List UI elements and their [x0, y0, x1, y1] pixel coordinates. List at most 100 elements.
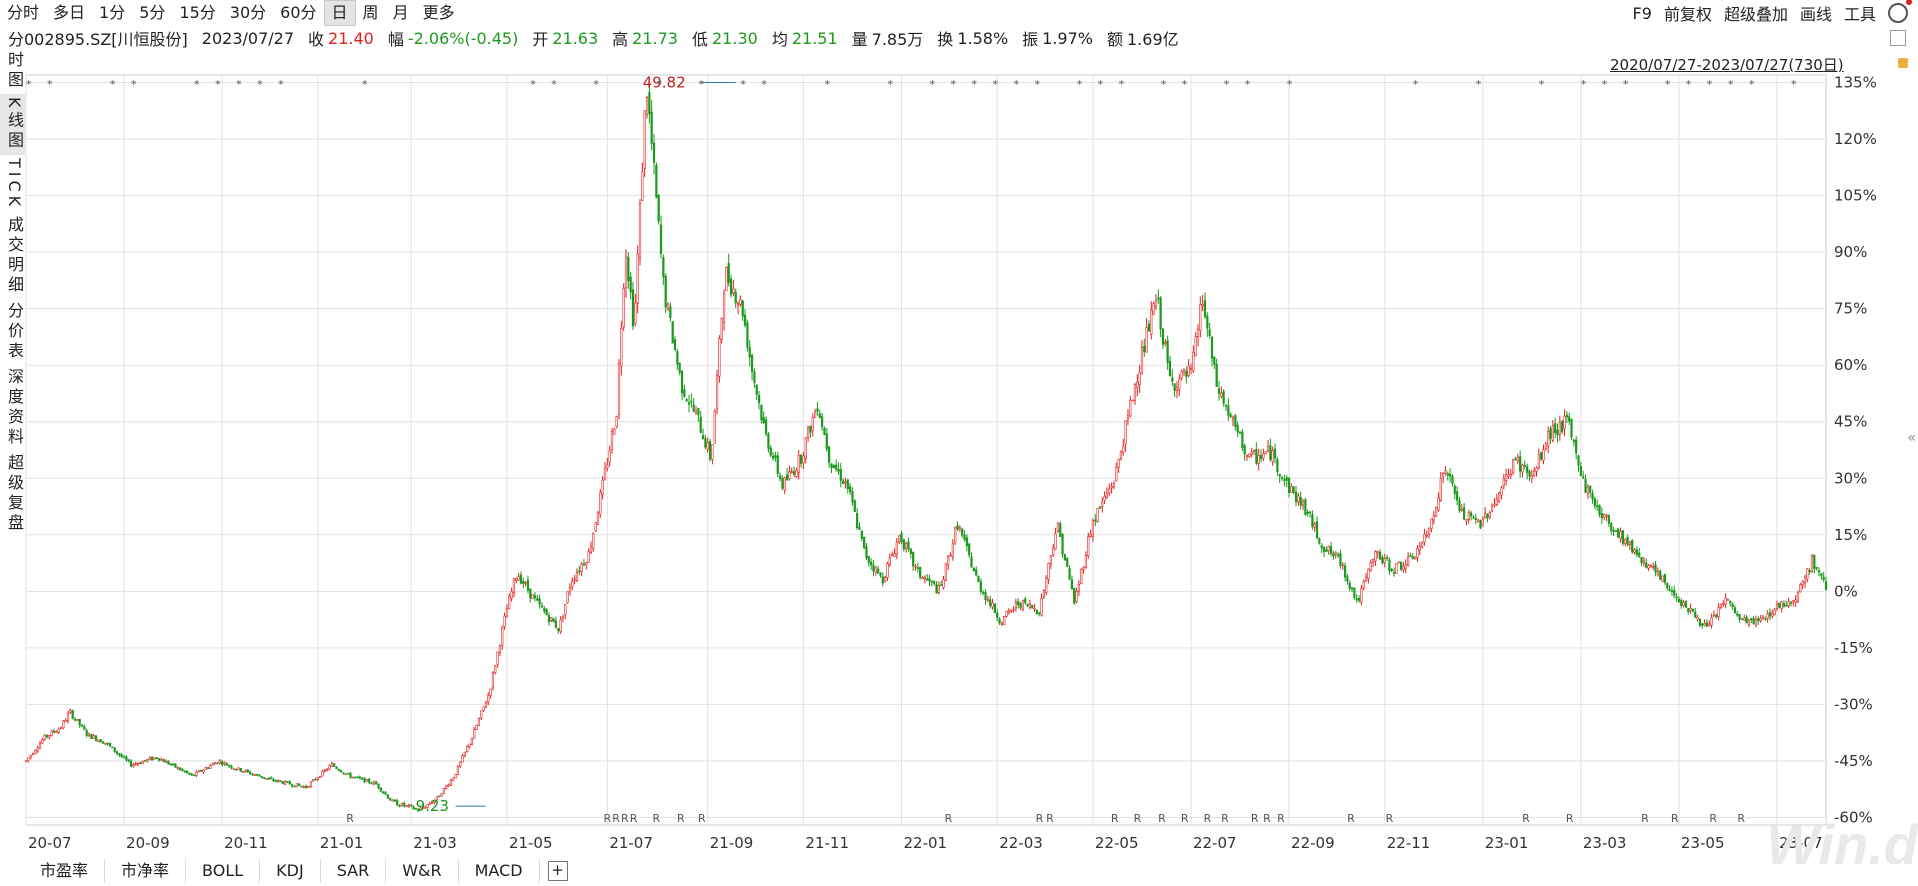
candle-body [270, 777, 273, 780]
rights-marker-icon: R [612, 812, 620, 825]
sidebar-item[interactable]: 成交明细 [5, 215, 24, 296]
candle-body [984, 592, 987, 601]
sidebar-item[interactable]: TICK [5, 157, 24, 210]
candle-body [1726, 599, 1730, 601]
indicator-tab[interactable]: SAR [321, 859, 387, 883]
candle-body [1229, 414, 1232, 418]
candle-body [382, 791, 385, 794]
candle-body [571, 580, 574, 588]
collapse-icon[interactable]: « [1907, 430, 1916, 446]
period-tab[interactable]: 多日 [53, 3, 86, 22]
rights-marker-icon: R [1204, 812, 1212, 825]
high-value: 21.73 [632, 28, 678, 48]
candle-body [802, 455, 805, 464]
candle-body [1082, 566, 1085, 570]
indicator-tab[interactable]: BOLL [186, 859, 261, 883]
event-marker-icon: * [1287, 78, 1293, 91]
candle-body [477, 718, 481, 726]
candle-body [218, 760, 221, 764]
layout-icon[interactable] [1890, 30, 1906, 46]
candle-body [237, 767, 240, 770]
candle-body [515, 577, 518, 582]
period-tab[interactable]: 分时 [7, 3, 40, 22]
period-tab[interactable]: 周 [362, 3, 379, 22]
candle-body [1787, 601, 1790, 606]
candle-body [1628, 542, 1631, 545]
candle-body [1724, 597, 1727, 605]
kline-chart[interactable]: 135% 120% 105% 90% 75% 60% 45% 30% 15% 0% -15% -30%… [0, 0, 1918, 858]
candle-body [592, 532, 595, 550]
event-marker-icon: * [1749, 78, 1755, 91]
candle-body [935, 584, 938, 594]
event-marker-icon: * [131, 78, 137, 91]
period-tab[interactable]: 60分 [280, 3, 317, 22]
tools-button[interactable]: 工具 [1843, 5, 1876, 24]
candle-body [1668, 588, 1671, 591]
draw-button[interactable]: 画线 [1799, 5, 1832, 24]
candle-body [923, 576, 926, 579]
event-marker-icon: * [1014, 78, 1020, 91]
overlay-button[interactable]: 超级叠加 [1723, 5, 1788, 24]
period-tab[interactable]: 30分 [229, 3, 267, 22]
candle-body [452, 777, 455, 781]
candle-body [982, 591, 985, 594]
candle-body [57, 728, 60, 733]
candle-body [912, 551, 915, 567]
candle-body [1404, 564, 1407, 570]
candle-body [1729, 600, 1732, 604]
candle-body [244, 770, 247, 773]
lock-icon[interactable] [1898, 58, 1908, 68]
candle-body [921, 577, 924, 580]
candle-body [1327, 545, 1330, 552]
indicator-tab[interactable]: 市净率 [105, 859, 187, 883]
indicator-tab[interactable]: 市盈率 [24, 859, 106, 883]
rights-marker-icon: R [1522, 812, 1530, 825]
candle-body [207, 767, 210, 770]
candle-body [1322, 547, 1326, 552]
candle-body [1042, 590, 1045, 598]
period-tab[interactable]: 月 [392, 3, 409, 22]
candle-body [559, 619, 562, 632]
candle-body [666, 303, 670, 309]
candle-body [799, 454, 803, 464]
period-tab[interactable]: 1分 [99, 3, 126, 22]
period-tab[interactable]: 15分 [179, 3, 216, 22]
sidebar-item[interactable]: 分时图 [5, 31, 24, 91]
date-range-label[interactable]: 2020/07/27-2023/07/27(730日) [1610, 56, 1844, 74]
candle-body [795, 469, 798, 477]
candle-body [1017, 601, 1020, 606]
indicator-tab[interactable]: KDJ [260, 859, 321, 883]
sidebar-item[interactable]: K线图 [0, 94, 25, 155]
candle-body [725, 267, 728, 292]
candle-body [1266, 445, 1270, 451]
sidebar-item[interactable]: 深度资料 [5, 367, 24, 448]
indicator-tab[interactable]: W&R [386, 859, 459, 883]
period-tab[interactable]: 5分 [139, 3, 166, 22]
add-tab-button[interactable]: + [547, 861, 568, 881]
candle-body [265, 777, 268, 780]
candle-body [877, 568, 880, 574]
f9-button[interactable]: F9 [1632, 3, 1652, 23]
candle-body [391, 799, 394, 802]
gear-icon[interactable] [1888, 0, 1912, 23]
candle-body [66, 712, 70, 722]
candle-body [804, 437, 807, 459]
candle-body [470, 738, 474, 745]
sidebar-item[interactable]: 分价表 [5, 301, 24, 362]
candle-body [1705, 622, 1709, 627]
candle-body [573, 578, 576, 581]
candle-body [837, 468, 840, 472]
sidebar-item[interactable]: 超级复盘 [5, 453, 24, 534]
candle-body [1533, 470, 1536, 477]
period-tab[interactable]: 日 [323, 0, 356, 26]
candle-body [676, 351, 679, 365]
x-tick-label: 22-11 [1387, 834, 1431, 852]
candle-body [1526, 466, 1529, 473]
adjust-button[interactable]: 前复权 [1663, 5, 1712, 24]
period-tab[interactable]: 更多 [422, 3, 455, 22]
candle-body [104, 742, 107, 745]
change-value: -2.06%(-0.45) [407, 28, 519, 48]
candle-body [164, 760, 168, 763]
candle-body [400, 802, 403, 807]
indicator-tab[interactable]: MACD [459, 859, 540, 883]
